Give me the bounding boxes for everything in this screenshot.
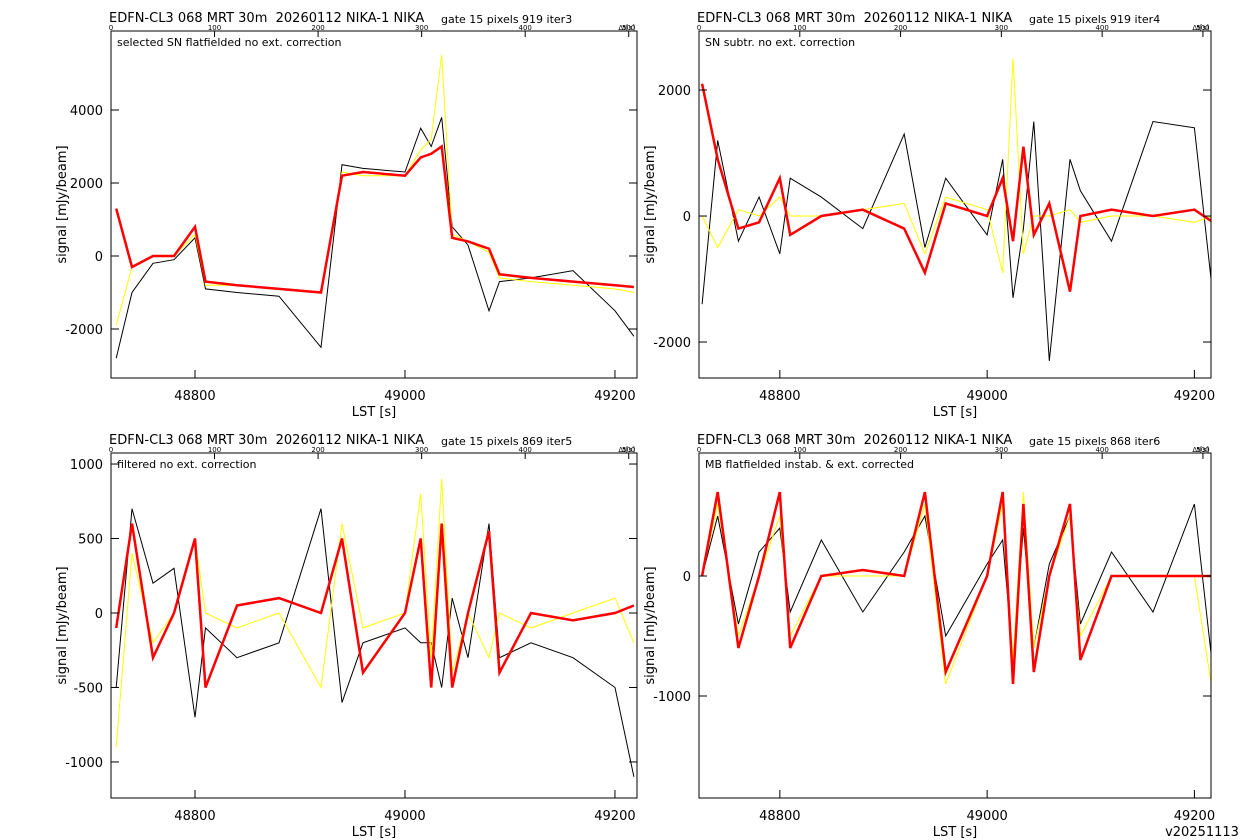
x-axis-label: LST [s] [352, 405, 396, 420]
x-tick-label: 49000 [384, 389, 425, 404]
chart-subtitle: gate 15 pixels 919 iter3 [441, 13, 572, 26]
x-tick-label: 49000 [384, 809, 425, 824]
x2-tick-label: 100 [208, 446, 221, 454]
y-tick-label: -1000 [65, 756, 103, 771]
x2-tick-label: 200 [894, 446, 907, 454]
x2-axis-label: Δt[s] [618, 446, 635, 454]
x2-tick-label: 300 [415, 24, 428, 32]
x-tick-label: 49200 [594, 809, 635, 824]
data-line [114, 144, 635, 294]
y-tick-label: 2000 [658, 84, 691, 99]
x2-tick-label: 0 [697, 24, 701, 32]
plot-frame [698, 30, 1212, 379]
chart-subtitle: gate 15 pixels 868 iter6 [1029, 435, 1160, 448]
y-axis-label: signal [mJy/beam] [643, 566, 658, 684]
y-tick-label: 0 [683, 570, 691, 585]
x2-tick-label: 400 [1095, 446, 1108, 454]
y-tick-label: 0 [95, 250, 103, 265]
x2-tick-label: 100 [793, 446, 806, 454]
series-layer [700, 491, 1211, 686]
x-tick-label: 49200 [1174, 389, 1215, 404]
data-line [700, 491, 1211, 685]
chart-subtitle: gate 15 pixels 919 iter4 [1029, 13, 1160, 26]
plot-frame [110, 30, 638, 379]
x-axis-label: LST [s] [352, 825, 396, 840]
plot-frame [110, 452, 638, 799]
x-tick-label: 49200 [594, 389, 635, 404]
x2-tick-label: 0 [109, 446, 113, 454]
version-label: v20251113 [1165, 825, 1239, 840]
y-tick-label: 0 [95, 607, 103, 622]
x2-tick-label: 300 [995, 24, 1008, 32]
x2-tick-label: 500 [622, 446, 635, 454]
annotation: SN subtr. no ext. correction [705, 36, 855, 49]
x2-tick-label: 500 [1196, 24, 1209, 32]
y-tick-label: 4000 [70, 104, 103, 119]
x2-tick-label: 400 [1095, 24, 1108, 32]
data-line [700, 83, 1211, 292]
chart-title: EDFN-CL3 068 MRT 30m 20260112 NIKA-1 NIK… [697, 433, 1012, 448]
y-tick-label: 2000 [70, 177, 103, 192]
x2-tick-label: 0 [697, 446, 701, 454]
x-tick-label: 49000 [966, 809, 1007, 824]
x2-tick-label: 0 [109, 24, 113, 32]
x2-axis-label: Δt[s] [618, 24, 635, 32]
x2-tick-label: 500 [1196, 446, 1209, 454]
chart-title: EDFN-CL3 068 MRT 30m 20260112 NIKA-1 NIK… [109, 11, 424, 26]
y-axis-label: signal [mJy/beam] [643, 145, 658, 263]
x-tick-label: 49200 [1174, 809, 1215, 824]
x2-tick-label: 400 [518, 446, 531, 454]
series-layer [114, 478, 635, 777]
x-axis-label: LST [s] [933, 825, 977, 840]
x-tick-label: 48800 [759, 389, 800, 404]
data-line [115, 55, 634, 326]
data-line [701, 120, 1211, 361]
x2-tick-label: 100 [208, 24, 221, 32]
series-layer [700, 58, 1211, 361]
panel: EDFN-CL3 068 MRT 30m 20260112 NIKA-1 NIK… [55, 11, 638, 420]
x2-tick-label: 200 [311, 24, 324, 32]
y-axis-label: signal [mJy/beam] [55, 566, 70, 684]
panel: EDFN-CL3 068 MRT 30m 20260112 NIKA-1 NIK… [643, 433, 1215, 840]
annotation: filtered no ext. correction [117, 458, 256, 471]
x-tick-label: 48800 [759, 809, 800, 824]
x2-axis-label: Δt[s] [1192, 24, 1209, 32]
chart-subtitle: gate 15 pixels 869 iter5 [441, 435, 572, 448]
x2-tick-label: 300 [995, 446, 1008, 454]
data-line [115, 508, 635, 777]
x2-tick-label: 400 [518, 24, 531, 32]
y-tick-label: -1000 [653, 690, 691, 705]
data-line [115, 117, 635, 359]
annotation: MB flatfielded instab. & ext. corrected [705, 458, 914, 471]
y-tick-label: 1000 [70, 458, 103, 473]
chart-title: EDFN-CL3 068 MRT 30m 20260112 NIKA-1 NIK… [109, 433, 424, 448]
y-axis-label: signal [mJy/beam] [55, 145, 70, 263]
x2-axis-label: Δt[s] [1192, 446, 1209, 454]
plot-frame [698, 452, 1212, 799]
data-line [701, 491, 1211, 686]
panel: EDFN-CL3 068 MRT 30m 20260112 NIKA-1 NIK… [55, 433, 638, 840]
x2-tick-label: 200 [311, 446, 324, 454]
x-axis-label: LST [s] [933, 405, 977, 420]
annotation: selected SN flatfielded no ext. correcti… [117, 36, 341, 49]
y-tick-label: -500 [73, 681, 103, 696]
data-line [114, 523, 635, 688]
y-tick-label: -2000 [653, 336, 691, 351]
panel: EDFN-CL3 068 MRT 30m 20260112 NIKA-1 NIK… [643, 11, 1215, 420]
data-line [701, 58, 1211, 273]
y-tick-label: 0 [683, 210, 691, 225]
y-tick-label: 500 [78, 533, 103, 548]
x-tick-label: 49000 [966, 389, 1007, 404]
series-layer [114, 55, 635, 359]
x-tick-label: 48800 [174, 809, 215, 824]
x-tick-label: 48800 [174, 389, 215, 404]
x2-tick-label: 300 [415, 446, 428, 454]
y-tick-label: -2000 [65, 323, 103, 338]
x2-tick-label: 100 [793, 24, 806, 32]
x2-tick-label: 200 [894, 24, 907, 32]
chart-title: EDFN-CL3 068 MRT 30m 20260112 NIKA-1 NIK… [697, 11, 1012, 26]
x2-tick-label: 500 [622, 24, 635, 32]
